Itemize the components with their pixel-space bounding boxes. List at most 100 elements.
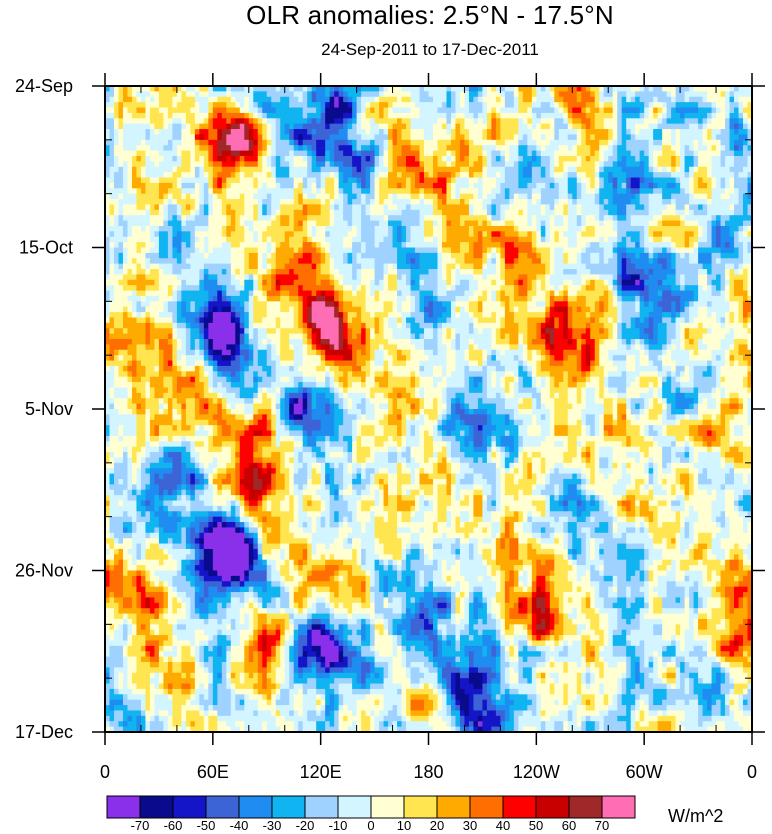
field-cell (518, 236, 524, 243)
field-cell (248, 107, 254, 114)
field-cell (603, 204, 609, 211)
field-cell (504, 118, 510, 125)
field-cell (522, 177, 528, 184)
field-cell (576, 139, 582, 146)
field-cell (199, 139, 205, 146)
field-cell (181, 166, 187, 173)
field-cell (428, 86, 434, 92)
field-cell (253, 86, 259, 92)
field-cell (424, 91, 430, 98)
field-cell (145, 252, 151, 259)
field-cell (707, 193, 713, 200)
field-cell (275, 112, 281, 119)
field-cell (181, 220, 187, 227)
field-cell (266, 204, 272, 211)
field-cell (145, 193, 151, 200)
field-cell (343, 269, 349, 276)
field-cell (235, 166, 241, 173)
field-cell (230, 139, 236, 146)
field-cell (298, 134, 304, 141)
field-cell (424, 258, 430, 265)
field-cell (549, 112, 555, 119)
field-cell (154, 188, 160, 195)
field-cell (594, 96, 600, 103)
field-cell (140, 118, 147, 125)
field-cell (495, 252, 501, 259)
field-cell (437, 242, 443, 249)
field-cell (347, 247, 353, 254)
field-cell (522, 252, 528, 259)
field-cell (536, 252, 542, 259)
field-cell (154, 247, 160, 254)
field-cell (626, 134, 632, 141)
field-cell (122, 199, 129, 206)
field-cell (325, 155, 331, 162)
field-cell (190, 177, 196, 184)
field-cell (581, 236, 587, 243)
field-cell (284, 263, 290, 270)
field-cell (271, 199, 277, 206)
field-cell (235, 204, 241, 211)
field-cell (621, 188, 627, 195)
field-cell (545, 182, 551, 189)
field-cell (585, 172, 591, 179)
field-cell (702, 123, 708, 130)
field-cell (428, 139, 434, 146)
field-cell (127, 182, 133, 189)
field-cell (194, 123, 200, 130)
field-cell (271, 182, 277, 189)
field-cell (127, 220, 133, 227)
field-cell (302, 150, 308, 157)
field-cell (464, 166, 470, 173)
field-cell (536, 269, 542, 276)
field-cell (725, 225, 731, 232)
field-cell (361, 134, 367, 141)
field-cell (459, 193, 466, 200)
field-cell (464, 134, 470, 141)
field-cell (289, 242, 295, 249)
field-cell (149, 204, 156, 211)
field-cell (410, 269, 416, 276)
field-cell (401, 161, 407, 168)
field-cell (540, 177, 546, 184)
field-cell (131, 231, 138, 238)
field-cell (212, 107, 218, 114)
field-cell (370, 123, 376, 130)
field-cell (464, 215, 470, 222)
field-cell (446, 231, 452, 238)
field-cell (167, 199, 173, 206)
field-cell (109, 139, 115, 146)
field-cell (747, 86, 753, 92)
field-cell (630, 204, 636, 211)
field-cell (383, 161, 389, 168)
field-cell (194, 209, 200, 216)
field-cell (504, 225, 510, 232)
field-cell (698, 155, 704, 162)
field-cell (531, 258, 537, 265)
field-cell (230, 172, 236, 179)
field-cell (680, 263, 686, 270)
field-cell (653, 252, 659, 259)
field-cell (284, 242, 290, 249)
field-cell (302, 123, 308, 130)
field-cell (392, 231, 398, 238)
field-cell (105, 145, 111, 152)
field-cell (446, 139, 452, 146)
field-cell (657, 177, 663, 184)
field-cell (711, 112, 717, 119)
field-cell (428, 129, 434, 136)
field-cell (280, 145, 286, 152)
field-cell (468, 220, 475, 227)
field-cell (662, 220, 668, 227)
field-cell (693, 242, 699, 249)
field-cell (316, 263, 322, 270)
field-cell (657, 258, 663, 265)
field-cell (109, 96, 115, 103)
field-cell (244, 193, 250, 200)
field-cell (513, 258, 519, 265)
field-cell (136, 150, 142, 157)
field-cell (459, 247, 466, 254)
field-cell (729, 134, 735, 141)
field-cell (666, 166, 672, 173)
field-cell (122, 86, 129, 92)
